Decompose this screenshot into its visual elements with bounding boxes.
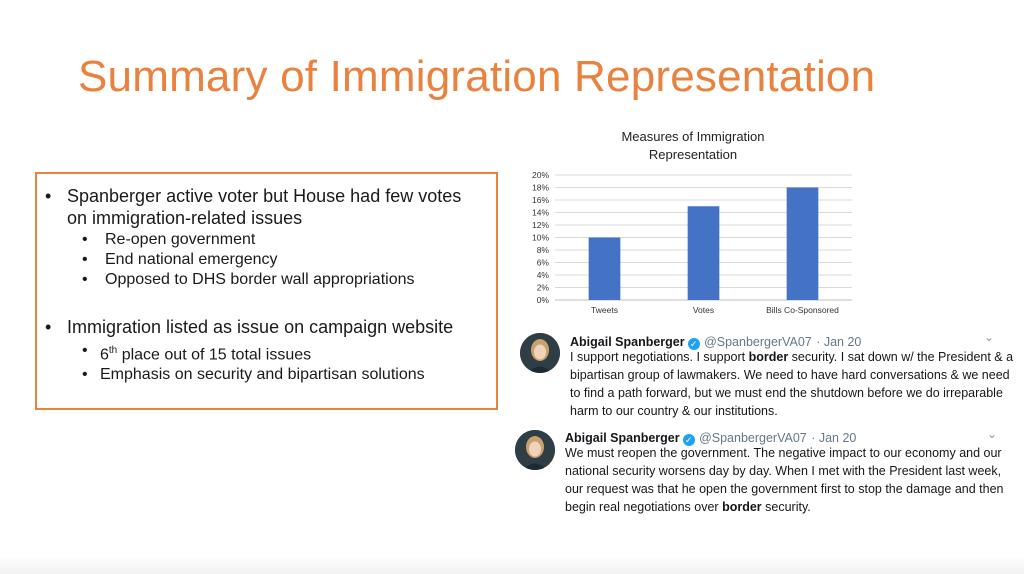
chart-svg: Measures of Immigration Representation 0… xyxy=(532,129,852,315)
slide-title: Summary of Immigration Representation xyxy=(78,52,876,101)
tweet-text: I support negotiations. I support xyxy=(570,350,749,364)
y-tick-label: 12% xyxy=(532,220,549,230)
bar-votes xyxy=(687,206,720,300)
y-tick-label: 14% xyxy=(532,208,549,218)
tweet-text: begin real negotiations over xyxy=(565,500,723,514)
rank-suffix: th xyxy=(108,345,118,356)
sub-bullet-dot: • xyxy=(82,231,88,248)
bullet-dot: • xyxy=(45,317,52,337)
y-tick-label: 4% xyxy=(537,270,550,280)
tweet-hashtag-word: border xyxy=(748,350,789,364)
tweet-text: security. xyxy=(761,500,811,514)
bar-bills-co-sponsored xyxy=(786,187,819,300)
y-tick-label: 18% xyxy=(532,183,549,193)
sub-bullet-dot: • xyxy=(82,271,88,288)
bullet-dot: • xyxy=(45,186,52,206)
tweet-body: I support negotiations. I support border… xyxy=(570,348,1013,420)
y-tick-label: 20% xyxy=(532,170,549,180)
rank-number: 6 xyxy=(100,346,109,364)
chevron-down-icon[interactable]: ⌄ xyxy=(984,330,995,344)
bullet-1-line-2: on immigration-related issues xyxy=(67,208,303,228)
tweet-handle[interactable]: @SpanbergerVA07 xyxy=(704,335,812,349)
avatar[interactable] xyxy=(515,430,555,470)
tweet-date[interactable]: · Jan 20 xyxy=(811,431,857,445)
tweet-line: I support negotiations. I support border… xyxy=(570,348,1013,366)
chart-x-ticks: Tweets Votes Bills Co-Sponsored xyxy=(591,305,839,315)
chevron-down-icon[interactable]: ⌄ xyxy=(987,427,998,441)
bullet-box xyxy=(35,172,498,410)
bullet-1-line-1: Spanberger active voter but House had fe… xyxy=(67,186,462,206)
sub-bullet-wall: Opposed to DHS border wall appropriation… xyxy=(105,271,415,288)
avatar-image xyxy=(520,333,560,373)
y-tick-label: 2% xyxy=(537,283,550,293)
verified-badge-icon: ✓ xyxy=(682,434,695,446)
y-tick-label: 10% xyxy=(532,233,549,243)
verified-badge-icon: ✓ xyxy=(687,338,700,350)
tweet-date[interactable]: · Jan 20 xyxy=(816,335,862,349)
bar-chart: Measures of Immigration Representation 0… xyxy=(510,125,870,325)
tweet-author-name[interactable]: Abigail Spanberger xyxy=(565,431,680,445)
chart-title-line-2: Representation xyxy=(649,147,737,162)
y-tick-label: 0% xyxy=(537,295,550,305)
sub-bullet-emergency: End national emergency xyxy=(105,251,278,268)
bar-tweets xyxy=(588,237,621,300)
sub-bullet-emphasis: Emphasis on security and bipartisan solu… xyxy=(100,366,425,383)
tweet-handle[interactable]: @SpanbergerVA07 xyxy=(699,431,807,445)
chart-y-ticks: 0% 2% 4% 6% 8% 10% 12% 14% 16% 18% 20% xyxy=(532,170,549,305)
x-tick-label: Bills Co-Sponsored xyxy=(766,305,839,315)
avatar-image xyxy=(515,430,555,470)
tweet-line: begin real negotiations over border secu… xyxy=(565,498,1003,516)
tweet-header: Abigail Spanberger ✓ @SpanbergerVA07 · Ja… xyxy=(570,333,861,351)
x-tick-label: Tweets xyxy=(591,305,618,315)
tweet-text: security. I sat down w/ the President & … xyxy=(788,350,1014,364)
sub-bullet-dot: • xyxy=(82,342,88,359)
tweet-line: harm to our country & our institutions. xyxy=(570,404,778,418)
tweet-line: We must reopen the government. The negat… xyxy=(565,446,1002,460)
y-tick-label: 8% xyxy=(537,245,550,255)
slide-bottom-edge xyxy=(0,556,1024,574)
sub-bullet-dot: • xyxy=(82,366,88,383)
tweet-body: We must reopen the government. The negat… xyxy=(565,444,1003,516)
y-tick-label: 16% xyxy=(532,195,549,205)
sub-bullet-dot: • xyxy=(82,251,88,268)
sub-bullet-reopen: Re-open government xyxy=(105,231,256,248)
tweet-hashtag-word: border xyxy=(722,500,762,514)
sub-bullet-rank: 6th place out of 15 total issues xyxy=(100,341,311,365)
avatar[interactable] xyxy=(520,333,560,373)
tweet-header: Abigail Spanberger ✓ @SpanbergerVA07 · Ja… xyxy=(565,429,856,447)
tweet-line: to find a path forward, but we must end … xyxy=(570,386,1003,400)
tweet-line: our request was that he open the governm… xyxy=(565,482,1004,496)
x-tick-label: Votes xyxy=(693,305,714,315)
chart-bars xyxy=(588,187,819,300)
tweet-line: bipartisan group of lawmakers. We need t… xyxy=(570,368,1010,382)
bullet-2-line-1: Immigration listed as issue on campaign … xyxy=(67,317,454,337)
y-tick-label: 6% xyxy=(537,258,550,268)
tweet-line: national security worsens day by day. Wh… xyxy=(565,464,1002,478)
rank-rest: place out of 15 total issues xyxy=(117,346,312,364)
chart-title-line-1: Measures of Immigration xyxy=(621,129,764,144)
tweet-author-name[interactable]: Abigail Spanberger xyxy=(570,335,685,349)
